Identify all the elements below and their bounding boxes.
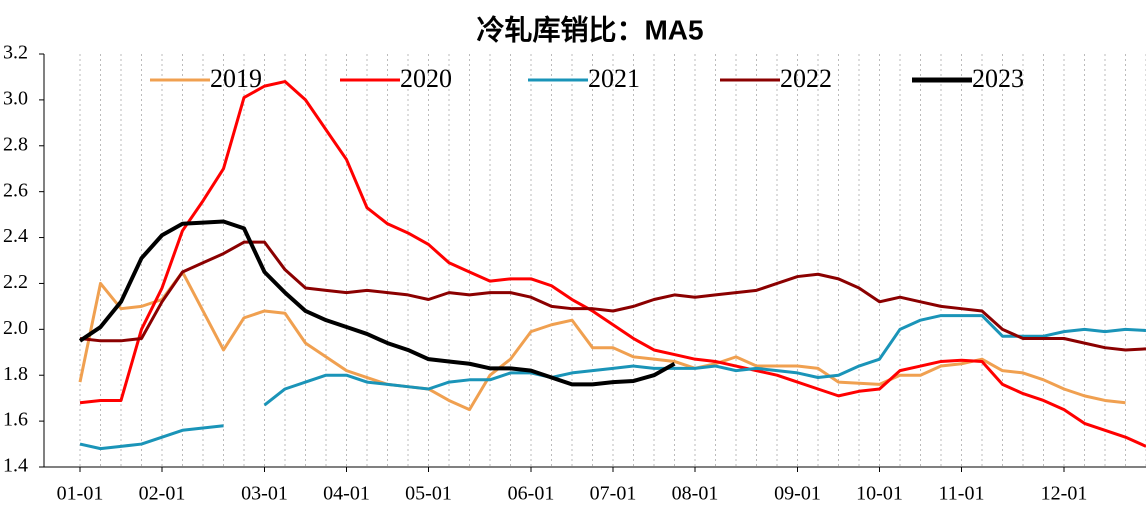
chart-title: 冷轧库销比：MA5 [476, 14, 703, 45]
line-series [79, 314, 1146, 451]
legend-label: 2021 [588, 64, 640, 93]
x-tick-label: 02-01 [139, 483, 186, 505]
y-tick-label: 1.4 [3, 455, 28, 477]
y-tick-label: 3.0 [3, 87, 28, 109]
y-tick-label: 2.8 [3, 133, 28, 155]
x-tick-label: 01-01 [57, 483, 104, 505]
y-tick-label: 2.4 [3, 225, 28, 247]
line-series [79, 240, 1146, 352]
y-tick-label: 3.2 [3, 42, 28, 64]
x-tick-label: 11-01 [939, 483, 985, 505]
x-tick-label: 12-01 [1041, 483, 1088, 505]
y-tick-label: 2.2 [3, 271, 28, 293]
y-tick-label: 1.8 [3, 363, 28, 385]
line-series [79, 80, 1146, 448]
x-tick-label: 08-01 [672, 483, 719, 505]
legend-label: 2022 [780, 64, 832, 93]
legend-label: 2019 [210, 64, 262, 93]
y-tick-label: 1.6 [3, 409, 28, 431]
line-series [78, 270, 1126, 412]
x-tick-label: 10-01 [856, 483, 903, 505]
x-tick-label: 07-01 [590, 483, 637, 505]
legend-label: 2023 [972, 64, 1024, 93]
x-tick-label: 09-01 [774, 483, 821, 505]
x-tick-label: 05-01 [405, 483, 452, 505]
legend-label: 2020 [400, 64, 452, 93]
x-tick-label: 06-01 [508, 483, 555, 505]
x-tick-label: 04-01 [323, 483, 370, 505]
y-tick-label: 2.6 [3, 179, 28, 201]
x-tick-label: 03-01 [241, 483, 288, 505]
line-series [78, 219, 676, 387]
y-tick-label: 2.0 [3, 317, 28, 339]
